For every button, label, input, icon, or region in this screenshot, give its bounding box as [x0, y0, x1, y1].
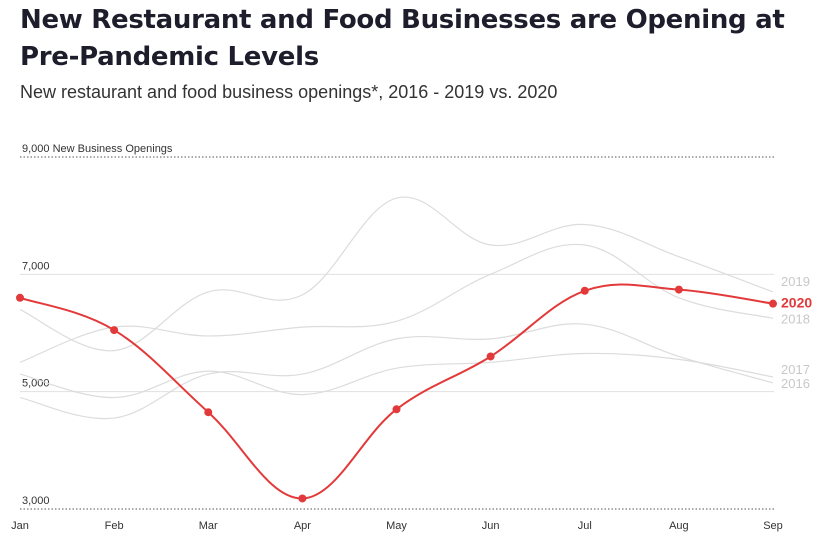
- x-tick-label: Feb: [105, 520, 124, 532]
- series-label-2016: 2016: [781, 376, 810, 391]
- series-line-2018: [19, 243, 774, 363]
- series-label-2017: 2017: [781, 362, 810, 377]
- labels-layer: Jan Feb Mar Apr May Jun Jul Aug Sep2016201720182…: [11, 274, 812, 532]
- x-tick-label: Jul: [578, 520, 592, 532]
- series-line-2020: [19, 283, 774, 500]
- series-line-2017: [19, 352, 774, 399]
- data-point-2020-Apr: [298, 494, 307, 503]
- grid-layer: 9,000 New Business Openings 7,000 5,000 3,0…: [20, 143, 774, 510]
- x-tick-label: Sep: [763, 520, 783, 532]
- series-line-2016: [19, 323, 774, 420]
- y-tick-label: 9,000 New Business Openings: [22, 143, 173, 155]
- data-point-2020-Aug: [674, 285, 683, 294]
- x-tick-label: Apr: [294, 520, 311, 532]
- data-point-2020-Jul: [580, 286, 589, 295]
- chart-title: New Restaurant and Food Businesses are O…: [20, 5, 785, 72]
- series-layer: [19, 196, 774, 500]
- series-label-2020: 2020: [781, 295, 812, 311]
- x-tick-label: Aug: [669, 520, 689, 532]
- data-point-2020-Feb: [110, 326, 119, 335]
- x-tick-label: Jan: [11, 520, 29, 532]
- series-line-2019: [19, 196, 774, 352]
- y-tick-label: 3,000: [22, 495, 50, 507]
- chart-subtitle: New restaurant and food business opening…: [20, 82, 558, 102]
- x-tick-label: May: [386, 520, 407, 532]
- data-point-2020-Jun: [486, 352, 495, 361]
- x-tick-label: Jun: [482, 520, 500, 532]
- points-layer: [16, 285, 777, 503]
- data-point-2020-Jan: [16, 293, 24, 302]
- data-point-2020-Mar: [204, 408, 213, 417]
- series-label-2019: 2019: [781, 274, 810, 289]
- y-tick-label: 5,000: [22, 378, 50, 390]
- series-label-2018: 2018: [781, 311, 810, 326]
- x-tick-label: Mar: [199, 520, 218, 532]
- y-tick-label: 7,000: [22, 260, 50, 272]
- data-point-2020-Sep: [769, 299, 777, 308]
- data-point-2020-May: [392, 405, 401, 414]
